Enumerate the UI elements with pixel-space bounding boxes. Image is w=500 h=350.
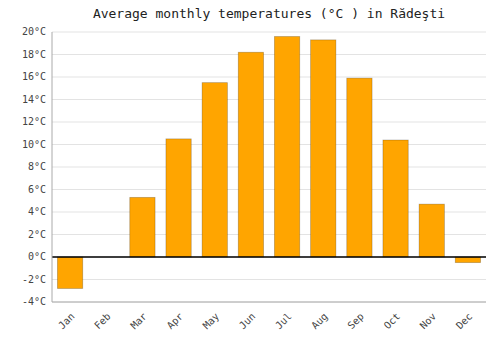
y-tick-label: 16°C: [22, 71, 46, 82]
bar: [347, 78, 372, 257]
grid-line: [52, 302, 486, 303]
x-tick-label: Oct: [382, 311, 403, 332]
title: Average monthly temperatures (°C ) in Ră…: [93, 6, 445, 21]
bar: [383, 140, 408, 257]
bar: [419, 204, 444, 257]
x-tick-label: Feb: [92, 311, 113, 332]
grid-line: [52, 122, 486, 123]
x-tick-label: Jan: [56, 311, 77, 332]
bar: [274, 37, 299, 258]
zero-line: [52, 256, 486, 258]
bar: [166, 139, 191, 257]
x-tick-label: May: [201, 311, 222, 332]
grid-line: [52, 279, 486, 280]
y-tick-label: 4°C: [28, 206, 46, 217]
x-tick-label: Apr: [165, 311, 186, 332]
grid-line: [52, 32, 486, 33]
grid: [52, 32, 486, 302]
x-tick-label: Jul: [273, 311, 294, 332]
y-tick-label: 10°C: [22, 139, 46, 150]
grid-line: [52, 257, 486, 258]
grid-line: [52, 77, 486, 78]
y-axis-line: [52, 32, 53, 302]
x-tick-label: Sep: [345, 311, 366, 332]
grid-line: [52, 167, 486, 168]
y-tick-label: -2°C: [22, 274, 46, 285]
y-axis-ticks: -4°C -2°C 0°C 2°C 4°C 6°C 8°C 10°C 12°C 14°C 16°C 1…: [22, 26, 46, 307]
bar: [57, 257, 82, 289]
y-tick-label: 2°C: [28, 229, 46, 240]
x-tick-label: Dec: [454, 311, 475, 332]
bar: [130, 197, 155, 257]
x-axis-line: [52, 302, 486, 303]
x-tick-label: Aug: [309, 311, 330, 332]
bars: [57, 37, 480, 289]
x-tick-label: Mar: [128, 311, 149, 332]
y-tick-label: 14°C: [22, 94, 46, 105]
bar: [311, 40, 336, 257]
chart-container: -4°C -2°C 0°C 2°C 4°C 6°C 8°C 10°C 12°C 14°C 16°C 1…: [0, 0, 500, 350]
x-axis-ticks: Jan Feb Mar Apr May Jun Jul Aug Sep Oct Nov Dec: [56, 311, 474, 332]
y-tick-label: 0°C: [28, 251, 46, 262]
y-tick-label: 20°C: [22, 26, 46, 37]
grid-line: [52, 144, 486, 145]
y-tick-label: 18°C: [22, 49, 46, 60]
x-tick-label: Nov: [418, 311, 439, 332]
y-tick-label: 12°C: [22, 116, 46, 127]
y-tick-label: -4°C: [22, 296, 46, 307]
grid-line: [52, 189, 486, 190]
y-tick-label: 6°C: [28, 184, 46, 195]
bar: [455, 257, 480, 263]
grid-line: [52, 54, 486, 55]
chart: -4°C -2°C 0°C 2°C 4°C 6°C 8°C 10°C 12°C 14°C 16°C 1…: [0, 0, 500, 350]
grid-line: [52, 99, 486, 100]
bar: [238, 52, 263, 257]
x-tick-label: Jun: [237, 311, 258, 332]
y-tick-label: 8°C: [28, 161, 46, 172]
bar: [202, 83, 227, 257]
